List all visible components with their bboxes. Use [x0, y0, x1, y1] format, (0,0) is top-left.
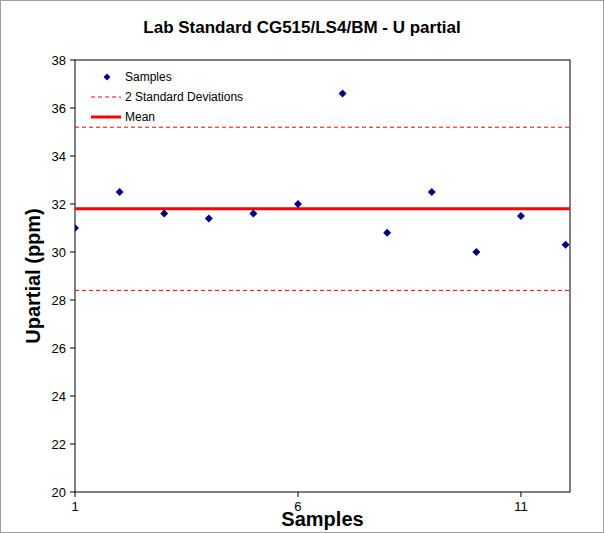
y-tick: [70, 348, 75, 349]
y-tick-label: 34: [52, 149, 66, 164]
y-tick: [70, 492, 75, 493]
y-tick-label: 36: [52, 101, 66, 116]
y-tick: [70, 204, 75, 205]
reference-line: [75, 207, 570, 210]
y-axis-label: Upartial (ppm): [22, 208, 44, 344]
data-point: [160, 210, 168, 218]
y-tick: [70, 300, 75, 301]
y-tick-label: 38: [52, 53, 66, 68]
legend-label: Samples: [125, 70, 172, 84]
y-tick-label: 20: [52, 485, 66, 500]
y-tick: [70, 156, 75, 157]
y-tick: [70, 252, 75, 253]
x-tick-label: 11: [514, 499, 528, 514]
y-tick-label: 28: [52, 293, 66, 308]
background: [1, 1, 604, 533]
y-tick-label: 24: [52, 389, 66, 404]
x-tick: [297, 492, 298, 497]
plot-area: [75, 90, 570, 291]
y-tick-label: 32: [52, 197, 66, 212]
data-point: [562, 241, 570, 249]
data-point: [517, 212, 525, 220]
reference-line: [75, 127, 570, 128]
data-point: [428, 188, 436, 196]
y-tick: [70, 108, 75, 109]
legend-line: [91, 97, 121, 98]
data-point: [116, 188, 124, 196]
plot-frame: [75, 60, 570, 492]
y-tick: [70, 444, 75, 445]
x-tick: [520, 492, 521, 497]
legend-marker: [104, 74, 111, 81]
chart: Lab Standard CG515/LS4/BM - U partial 20 2…: [0, 0, 604, 533]
data-point: [205, 214, 213, 222]
x-tick: [75, 492, 76, 497]
y-tick: [70, 396, 75, 397]
title: Lab Standard CG515/LS4/BM - U partial: [143, 18, 460, 37]
legend-label: Mean: [125, 110, 155, 124]
data-point: [472, 248, 480, 256]
y-tick-label: 22: [52, 437, 66, 452]
data-point: [249, 210, 257, 218]
y-tick-label: 30: [52, 245, 66, 260]
legend-line: [91, 116, 121, 119]
legend-label: 2 Standard Deviations: [125, 90, 243, 104]
reference-line: [75, 290, 570, 291]
data-point: [294, 200, 302, 208]
x-tick-label: 1: [71, 499, 78, 514]
legend: Samples 2 Standard Deviations Mean: [91, 70, 243, 124]
data-point: [75, 224, 79, 232]
x-axis-label: Samples: [281, 508, 363, 530]
y-tick: [70, 60, 75, 61]
y-tick-label: 26: [52, 341, 66, 356]
data-point: [383, 229, 391, 237]
data-point: [339, 90, 347, 98]
